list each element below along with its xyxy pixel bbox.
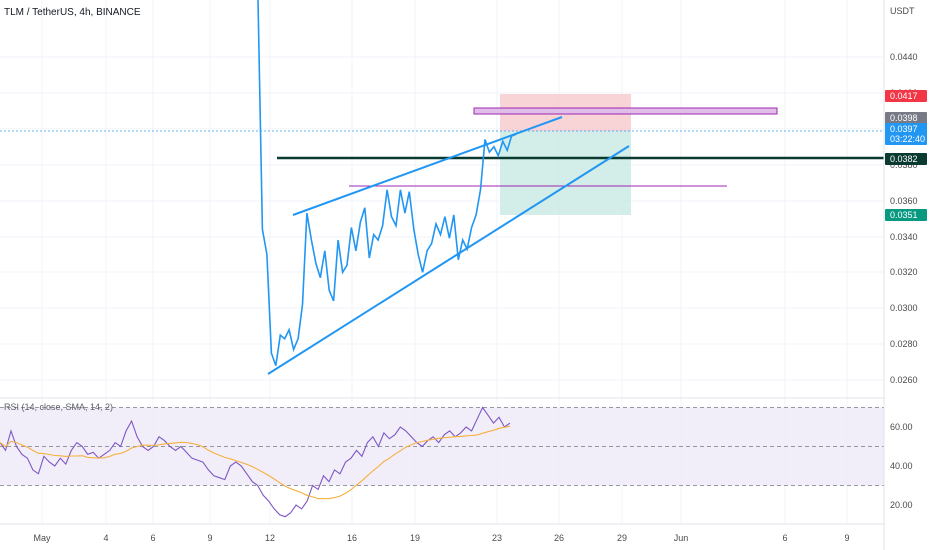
time-tick-label: 29 <box>617 533 627 543</box>
time-tick-label: 16 <box>347 533 357 543</box>
rsi-ma-line <box>0 425 511 500</box>
price-tick-label: 0.0440 <box>890 52 918 62</box>
rsi-tick-label: 20.00 <box>890 500 913 510</box>
price-tick-label: 0.0320 <box>890 267 918 277</box>
time-tick-label: 6 <box>150 533 155 543</box>
time-tick-label: Jun <box>674 533 689 543</box>
price-tag-bg <box>885 90 927 102</box>
time-tick-label: 12 <box>265 533 275 543</box>
price-tag-label: 0.0398 <box>890 113 918 123</box>
time-tick-label: 19 <box>410 533 420 543</box>
price-tag-bg <box>885 112 927 124</box>
price-tag-label: 0.0417 <box>890 91 918 101</box>
price-tick-label: 0.0360 <box>890 196 918 206</box>
time-tick-label: 6 <box>782 533 787 543</box>
time-tick-label: 4 <box>103 533 108 543</box>
price-series-line <box>257 0 517 366</box>
rsi-label: RSI (14, close, SMA, 14, 2) <box>4 402 113 412</box>
price-tag-countdown: 03:22:40 <box>890 134 925 144</box>
time-tick-label: May <box>33 533 51 543</box>
price-tick-label: 0.0260 <box>890 375 918 385</box>
price-tag-bg <box>885 153 927 165</box>
rsi-panel[interactable]: RSI (14, close, SMA, 14, 2) <box>0 402 884 518</box>
price-tag: 0.0417 <box>885 90 927 102</box>
price-tag: 0.0351 <box>885 209 927 221</box>
price-tag-bg <box>885 209 927 221</box>
price-tag-label: 0.0382 <box>890 154 918 164</box>
chart-title: TLM / TetherUS, 4h, BINANCE <box>4 7 141 18</box>
rsi-tick-label: 40.00 <box>890 461 913 471</box>
time-tick-label: 26 <box>554 533 564 543</box>
time-tick-label: 9 <box>207 533 212 543</box>
price-tag-bg <box>885 123 927 145</box>
price-tag: 0.0382 <box>885 153 927 165</box>
price-tick-label: 0.0300 <box>890 303 918 313</box>
rsi-line <box>0 406 511 518</box>
price-tag-label: 0.0351 <box>890 210 918 220</box>
drawings-layer[interactable] <box>0 94 884 375</box>
lower-wedge-line[interactable] <box>267 145 630 375</box>
price-tag-label: 0.0397 <box>890 124 918 134</box>
price-tick-label: 0.0340 <box>890 232 918 242</box>
time-tick-label: 9 <box>844 533 849 543</box>
time-tick-label: 23 <box>492 533 502 543</box>
price-axis-unit: USDT <box>890 6 915 16</box>
resistance-box[interactable] <box>473 107 778 115</box>
price-axis[interactable]: USDT0.04400.04200.04000.03800.03600.0340… <box>890 6 918 510</box>
rsi-tick-label: 60.00 <box>890 422 913 432</box>
upper-wedge-line[interactable] <box>292 116 563 216</box>
time-axis[interactable]: May 4 6 9 12 16 19 23 26 29 Jun 6 9 <box>33 533 849 543</box>
take-profit-zone[interactable] <box>500 131 631 215</box>
price-tick-label: 0.0280 <box>890 339 918 349</box>
price-tag: 0.0398 <box>885 112 927 124</box>
